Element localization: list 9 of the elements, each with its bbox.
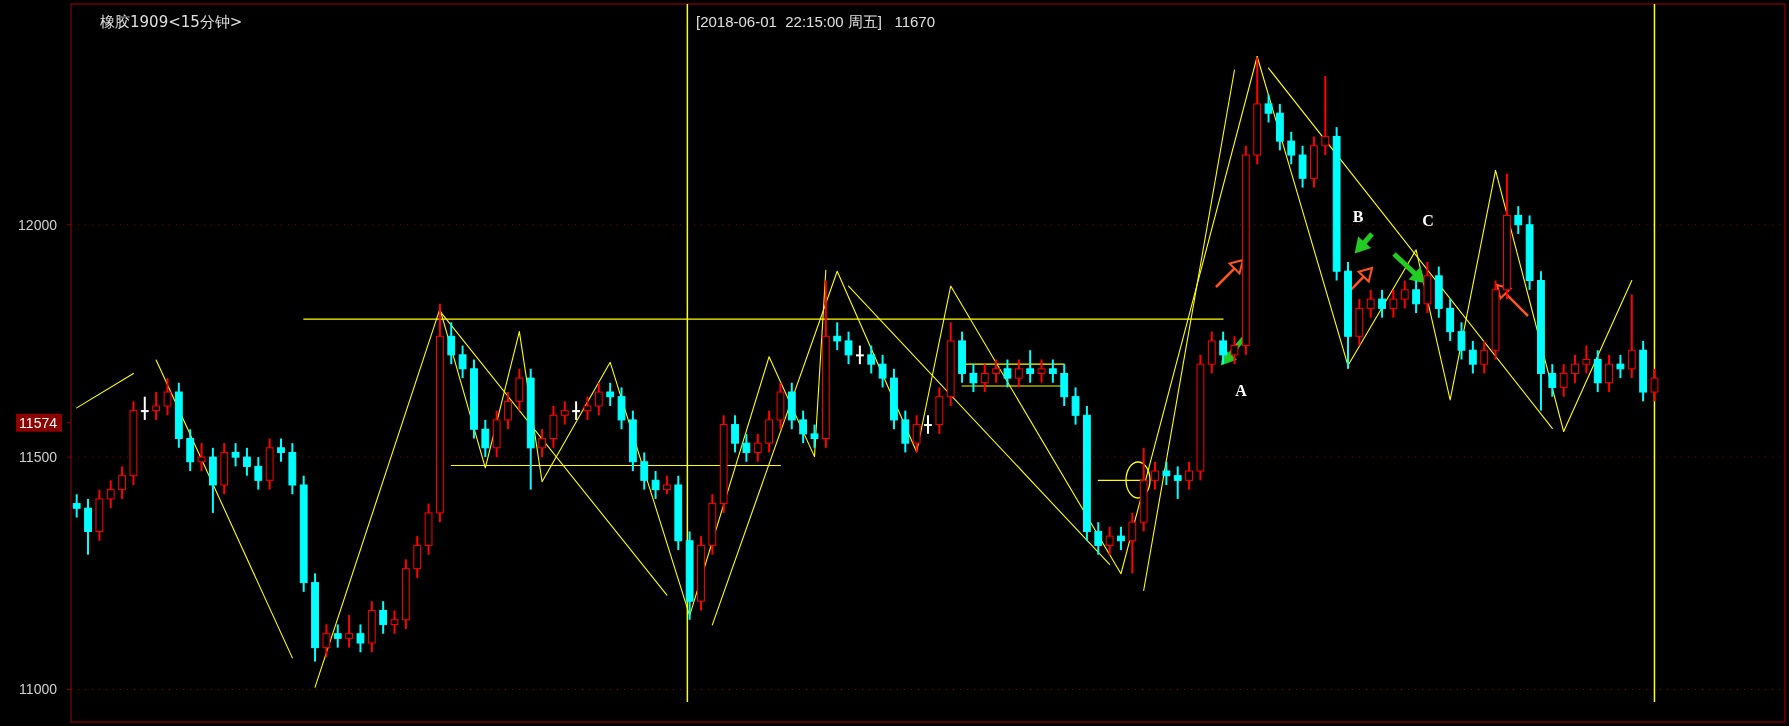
y-tick-label: 11574 (19, 414, 58, 431)
annotation: A (1235, 382, 1248, 399)
y-tick-label: 11000 (19, 681, 58, 698)
text: [2018-06-01 22:15:00 周五] 11670 (696, 13, 936, 30)
annotation: B (1352, 208, 1364, 225)
text: 橡胶1909<15分钟> (100, 13, 243, 31)
y-tick-label: 12000 (18, 216, 58, 233)
annotation: C (1422, 212, 1434, 229)
y-tick-label: 11500 (19, 449, 58, 466)
